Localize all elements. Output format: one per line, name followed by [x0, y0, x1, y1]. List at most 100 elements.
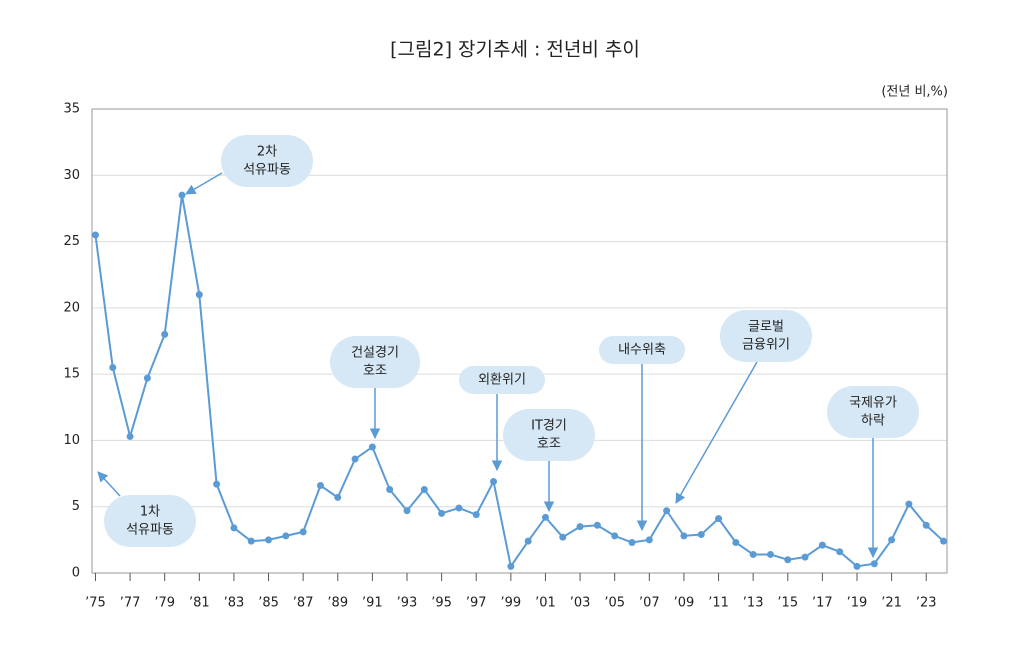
x-tick-label: ’17	[812, 596, 833, 611]
annotation-text: 글로벌	[748, 320, 784, 335]
y-tick-label: 30	[63, 168, 80, 183]
x-tick-label: ’99	[501, 596, 522, 611]
x-tick-label: ’01	[535, 596, 556, 611]
x-tick-label: ’77	[120, 596, 141, 611]
x-tick-label: ’15	[777, 596, 798, 611]
x-tick-label: ’11	[708, 596, 729, 611]
annotation-text: 건설경기	[351, 346, 399, 361]
data-point	[126, 432, 134, 440]
annotation-bubble	[104, 495, 196, 547]
x-tick-label: ’87	[293, 596, 314, 611]
unit-label: (전년 비,%)	[881, 85, 948, 100]
annotation-arrow	[97, 471, 121, 497]
x-tick-label: ’13	[743, 596, 764, 611]
data-point	[230, 524, 238, 532]
data-point	[680, 532, 688, 540]
annotation-bubble	[827, 386, 919, 438]
data-point	[697, 531, 705, 539]
x-tick-label: ’75	[85, 596, 106, 611]
data-point	[611, 532, 619, 540]
annotation-bubble	[330, 336, 420, 388]
x-tick-label: ’83	[224, 596, 245, 611]
data-point	[455, 504, 463, 512]
data-point	[905, 500, 913, 508]
data-point	[628, 539, 636, 547]
data-point	[576, 523, 584, 531]
annotation-text: 내수위축	[618, 343, 666, 358]
data-point	[368, 443, 376, 451]
data-point	[645, 536, 653, 544]
annotation-bubble	[503, 409, 595, 461]
data-point	[178, 191, 186, 199]
data-point	[524, 537, 532, 545]
x-tick-label: ’19	[847, 596, 868, 611]
x-tick-label: ’89	[327, 596, 348, 611]
data-point	[818, 541, 826, 549]
x-tick-label: ’05	[604, 596, 625, 611]
x-tick-label: ’97	[466, 596, 487, 611]
x-tick-label: ’81	[189, 596, 210, 611]
data-point	[853, 562, 861, 570]
x-tick-label: ’03	[570, 596, 591, 611]
annotation-text: 석유파동	[126, 523, 174, 538]
x-tick-label: ’09	[674, 596, 695, 611]
x-tick-label: ’79	[154, 596, 175, 611]
y-tick-label: 15	[63, 367, 80, 382]
annotation-text: 2차	[257, 145, 277, 160]
x-tick-label: ’21	[881, 596, 902, 611]
data-point	[870, 560, 878, 568]
data-point	[386, 485, 394, 493]
data-point	[541, 513, 549, 521]
data-point	[593, 521, 601, 529]
x-tick-label: ’23	[916, 596, 937, 611]
data-point	[836, 548, 844, 556]
plot-frame	[91, 108, 948, 574]
annotation-text: IT경기	[531, 419, 567, 434]
x-tick-label: ’95	[431, 596, 452, 611]
annotation-text: 금융위기	[742, 338, 790, 353]
data-point	[299, 528, 307, 536]
data-point	[663, 507, 671, 515]
data-point	[766, 550, 774, 558]
x-tick-label: ’93	[397, 596, 418, 611]
annotation-bubble	[720, 310, 812, 362]
data-point	[438, 509, 446, 517]
x-tick-label: ’91	[362, 596, 383, 611]
annotation-text: 호조	[363, 364, 387, 379]
annotation-arrow	[185, 172, 223, 195]
data-point	[143, 374, 151, 382]
data-point	[265, 536, 273, 544]
data-point	[195, 291, 203, 299]
annotation-text: 하락	[861, 414, 885, 429]
data-point	[403, 507, 411, 515]
data-point	[559, 533, 567, 541]
y-tick-label: 25	[63, 234, 80, 249]
data-point	[351, 455, 359, 463]
annotation-bubble	[599, 336, 685, 364]
data-point	[940, 537, 948, 545]
annotation-bubble	[221, 135, 313, 187]
data-point	[109, 364, 117, 372]
data-point	[490, 478, 498, 486]
y-tick-label: 20	[63, 300, 80, 315]
chart-title: [그림2] 장기추세 : 전년비 추이	[390, 39, 640, 61]
data-point	[282, 532, 290, 540]
x-tick-label: ’07	[639, 596, 660, 611]
annotation-arrow	[675, 361, 758, 504]
annotation-text: 1차	[140, 505, 160, 520]
data-point	[732, 539, 740, 547]
data-point	[247, 537, 255, 545]
data-point	[420, 485, 428, 493]
data-point	[316, 482, 324, 490]
y-tick-label: 0	[72, 566, 80, 581]
data-point	[715, 515, 723, 523]
annotation-bubble	[459, 366, 545, 394]
y-tick-label: 10	[63, 433, 80, 448]
data-point	[213, 480, 221, 488]
data-point	[784, 556, 792, 564]
y-tick-label: 35	[63, 102, 80, 117]
data-point	[334, 493, 342, 501]
annotation-text: 국제유가	[849, 396, 897, 411]
x-tick-label: ’85	[258, 596, 279, 611]
